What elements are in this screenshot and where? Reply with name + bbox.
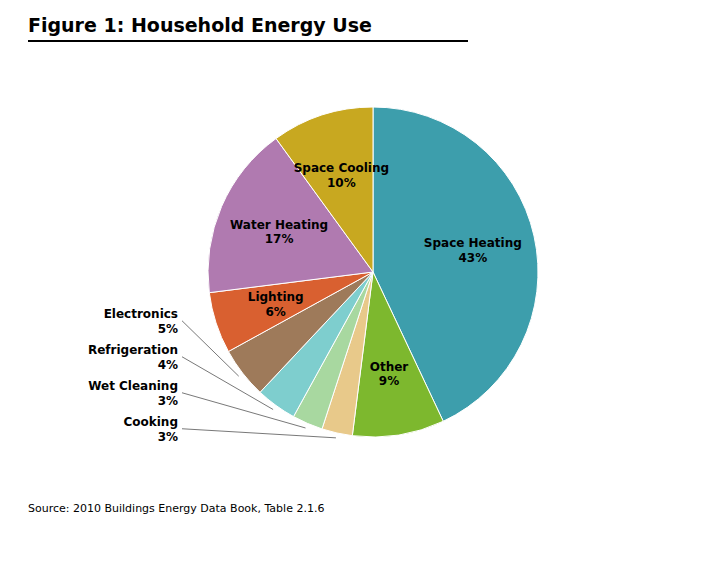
svg-text:Space Cooling10%: Space Cooling10%: [294, 161, 389, 189]
html-text:Figure 1: Household Energy Use: Figure 1: Household Energy Use: [28, 14, 372, 36]
svg-text:Other9%: Other9%: [370, 360, 409, 388]
svg-text:Water Heating17%: Water Heating17%: [230, 218, 328, 246]
svg-text:Electronics5%: Electronics5%: [104, 307, 178, 335]
svg-text:Wet Cleaning3%: Wet Cleaning3%: [88, 379, 178, 407]
svg-text:Lighting6%: Lighting6%: [248, 290, 304, 318]
svg-text:Cooking3%: Cooking3%: [123, 415, 178, 443]
svg-text:Refrigeration4%: Refrigeration4%: [88, 343, 178, 371]
html-text:Source: 2010 Buildings Energy: Source: 2010 Buildings Energy Data Book,…: [28, 502, 325, 515]
svg-text:Space Heating43%: Space Heating43%: [424, 236, 522, 264]
